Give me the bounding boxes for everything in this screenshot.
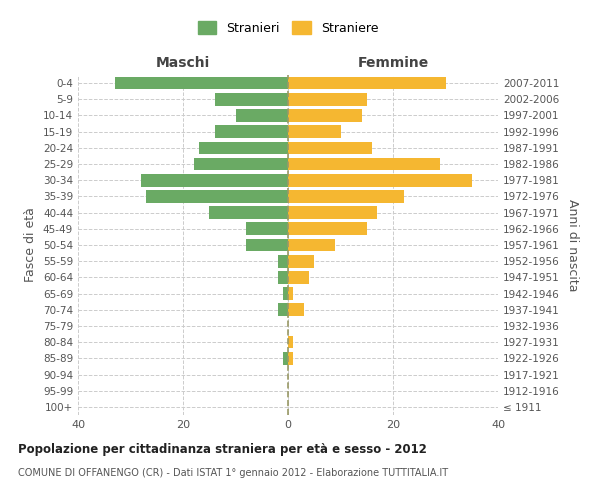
Text: Femmine: Femmine bbox=[358, 56, 428, 70]
Bar bbox=[235, 109, 288, 122]
Bar bbox=[288, 142, 372, 154]
Bar bbox=[288, 206, 377, 219]
Y-axis label: Anni di nascita: Anni di nascita bbox=[566, 198, 579, 291]
Y-axis label: Fasce di età: Fasce di età bbox=[25, 208, 37, 282]
Legend: Stranieri, Straniere: Stranieri, Straniere bbox=[193, 16, 383, 40]
Text: Maschi: Maschi bbox=[156, 56, 210, 70]
Bar bbox=[283, 288, 288, 300]
Text: Popolazione per cittadinanza straniera per età e sesso - 2012: Popolazione per cittadinanza straniera p… bbox=[18, 442, 427, 456]
Bar bbox=[288, 93, 367, 106]
Bar bbox=[215, 93, 288, 106]
Bar bbox=[115, 77, 288, 90]
Bar bbox=[209, 206, 288, 219]
Bar bbox=[277, 304, 288, 316]
Bar bbox=[246, 222, 288, 235]
Bar bbox=[288, 336, 293, 348]
Bar bbox=[288, 288, 293, 300]
Text: COMUNE DI OFFANENGO (CR) - Dati ISTAT 1° gennaio 2012 - Elaborazione TUTTITALIA.: COMUNE DI OFFANENGO (CR) - Dati ISTAT 1°… bbox=[18, 468, 448, 477]
Bar bbox=[288, 271, 309, 283]
Bar bbox=[288, 238, 335, 252]
Bar bbox=[215, 126, 288, 138]
Bar bbox=[288, 109, 361, 122]
Bar bbox=[288, 352, 293, 364]
Bar bbox=[288, 222, 367, 235]
Bar bbox=[288, 77, 445, 90]
Bar bbox=[288, 255, 314, 268]
Bar bbox=[288, 158, 440, 170]
Bar bbox=[288, 304, 304, 316]
Bar bbox=[288, 126, 341, 138]
Bar bbox=[283, 352, 288, 364]
Bar bbox=[199, 142, 288, 154]
Bar bbox=[141, 174, 288, 186]
Bar bbox=[193, 158, 288, 170]
Bar bbox=[288, 174, 472, 186]
Bar bbox=[277, 271, 288, 283]
Bar bbox=[146, 190, 288, 202]
Bar bbox=[246, 238, 288, 252]
Bar bbox=[277, 255, 288, 268]
Bar bbox=[288, 190, 404, 202]
